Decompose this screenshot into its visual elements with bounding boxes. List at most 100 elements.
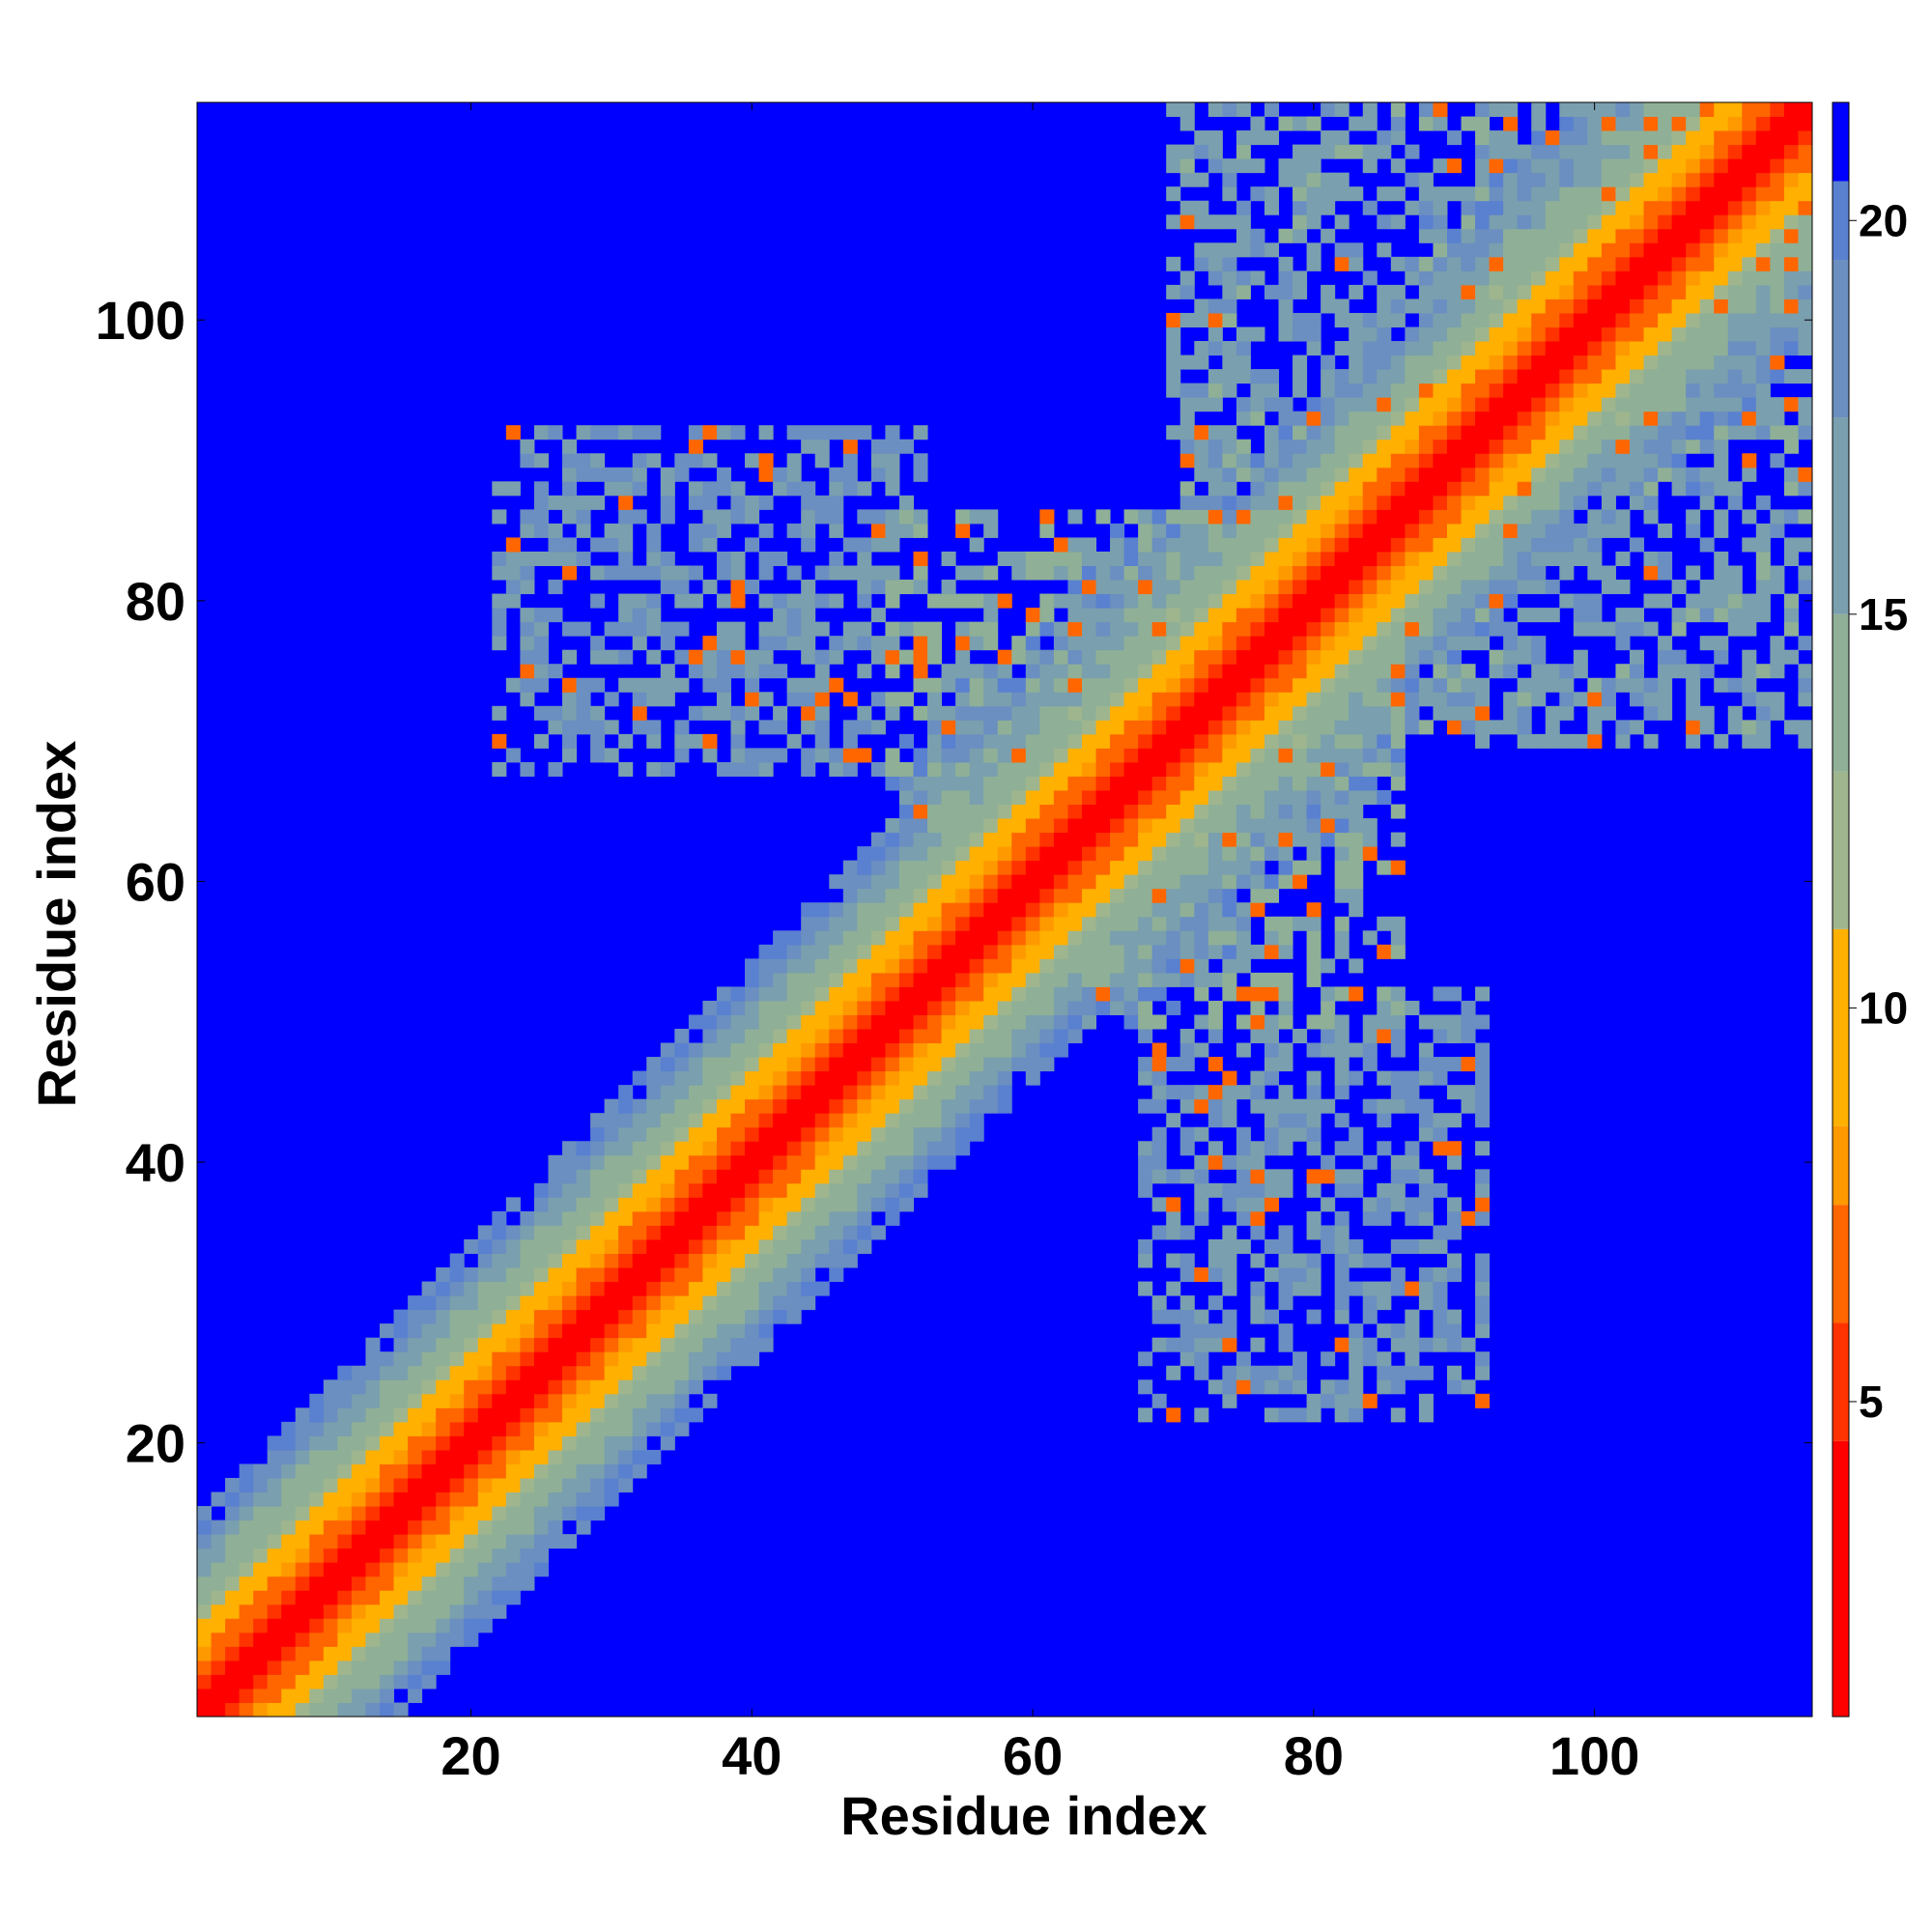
heatmap-cell (870, 944, 886, 959)
heatmap-cell (351, 1660, 366, 1675)
heatmap-cell (1110, 649, 1125, 665)
heatmap-cell (449, 1548, 465, 1563)
heatmap-cell (548, 1407, 563, 1423)
heatmap-cell (1390, 481, 1406, 497)
heatmap-cell (1264, 1014, 1280, 1030)
heatmap-cell (1321, 789, 1336, 806)
heatmap-cell (1166, 902, 1181, 918)
heatmap-cell (492, 1604, 507, 1619)
heatmap-cell (1123, 509, 1139, 525)
heatmap-cell (1686, 481, 1701, 497)
heatmap-cell (1517, 649, 1532, 665)
heatmap-cell (1264, 439, 1280, 454)
heatmap-cell (618, 1126, 634, 1142)
heatmap-cell (1461, 509, 1476, 525)
heatmap-cell (1629, 369, 1645, 384)
heatmap-cell (505, 1267, 521, 1283)
heatmap-cell (1264, 102, 1280, 118)
heatmap-cell (1418, 453, 1434, 469)
heatmap-cell (674, 1113, 690, 1128)
heatmap-cell (393, 1506, 409, 1521)
heatmap-cell (520, 1323, 535, 1339)
heatmap-cell (842, 1210, 858, 1226)
heatmap-cell (225, 1492, 241, 1507)
heatmap-cell (1783, 481, 1799, 497)
heatmap-cell (1531, 481, 1547, 497)
heatmap-cell (983, 636, 999, 651)
heatmap-cell (225, 1618, 241, 1634)
heatmap-cell (1081, 692, 1097, 707)
heatmap-cell (505, 1295, 521, 1311)
heatmap-cell (576, 1197, 591, 1212)
heatmap-cell (1531, 649, 1547, 665)
heatmap-cell (1531, 467, 1547, 482)
heatmap-cell (1433, 1113, 1448, 1128)
heatmap-cell (1714, 677, 1729, 693)
heatmap-cell (716, 1281, 731, 1296)
heatmap-cell (1643, 551, 1659, 566)
heatmap-cell (590, 1351, 606, 1367)
heatmap-cell (814, 1225, 830, 1240)
heatmap-cell (1377, 369, 1392, 384)
heatmap-cell (1138, 874, 1153, 890)
heatmap-cell (1321, 425, 1336, 440)
heatmap-cell (1503, 383, 1519, 398)
heatmap-cell (1194, 1182, 1209, 1198)
heatmap-cell (1405, 664, 1420, 679)
heatmap-cell (674, 467, 690, 482)
heatmap-cell (660, 1169, 675, 1184)
heatmap-cell (927, 1014, 943, 1030)
heatmap-cell (590, 537, 606, 553)
heatmap-cell (548, 1520, 563, 1535)
heatmap-cell (1306, 1098, 1321, 1114)
heatmap-cell (492, 1421, 507, 1436)
heatmap-cell (1349, 284, 1364, 299)
heatmap-cell (1025, 664, 1040, 679)
heatmap-cell (857, 509, 872, 525)
heatmap-cell (548, 1379, 563, 1395)
heatmap-cell (1587, 270, 1603, 286)
heatmap-cell (1433, 397, 1448, 412)
heatmap-cell (1362, 355, 1378, 370)
heatmap-cell (576, 1141, 591, 1156)
heatmap-cell (408, 1463, 423, 1479)
heatmap-cell (1362, 509, 1378, 525)
heatmap-cell (983, 888, 999, 903)
heatmap-cell (955, 1029, 971, 1044)
heatmap-cell (1321, 467, 1336, 482)
heatmap-cell (239, 1632, 254, 1647)
heatmap-cell (674, 748, 690, 763)
heatmap-cell (758, 1267, 774, 1283)
heatmap-cell (1334, 1029, 1350, 1044)
heatmap-cell (745, 1281, 760, 1296)
heatmap-cell (646, 1210, 662, 1226)
heatmap-cell (477, 1562, 493, 1577)
heatmap-cell (660, 565, 675, 581)
heatmap-cell (1798, 327, 1813, 342)
heatmap-cell (1264, 664, 1280, 679)
heatmap-cell (309, 1477, 325, 1493)
heatmap-cell (1349, 1042, 1364, 1058)
heatmap-cell (786, 1309, 802, 1324)
heatmap-cell (913, 789, 928, 806)
heatmap-cell (323, 1379, 338, 1395)
heatmap-cell (1095, 733, 1111, 749)
heatmap-cell (632, 1267, 647, 1283)
heatmap-cell (449, 1506, 465, 1521)
heatmap-cell (1531, 242, 1547, 258)
heatmap-cell (281, 1688, 297, 1703)
heatmap-cell (1714, 425, 1729, 440)
heatmap-cell (1798, 580, 1813, 595)
heatmap-cell (688, 1182, 703, 1198)
heatmap-cell (1446, 397, 1463, 412)
heatmap-cell (351, 1604, 366, 1619)
heatmap-cell (1067, 832, 1083, 847)
heatmap-cell (1293, 228, 1308, 243)
heatmap-cell (1138, 1281, 1153, 1296)
heatmap-cell (1321, 649, 1336, 665)
heatmap-cell (337, 1702, 353, 1718)
heatmap-cell (1573, 664, 1588, 679)
heatmap-cell (1067, 537, 1083, 553)
heatmap-cell (436, 1646, 451, 1662)
heatmap-cell (1699, 144, 1715, 159)
